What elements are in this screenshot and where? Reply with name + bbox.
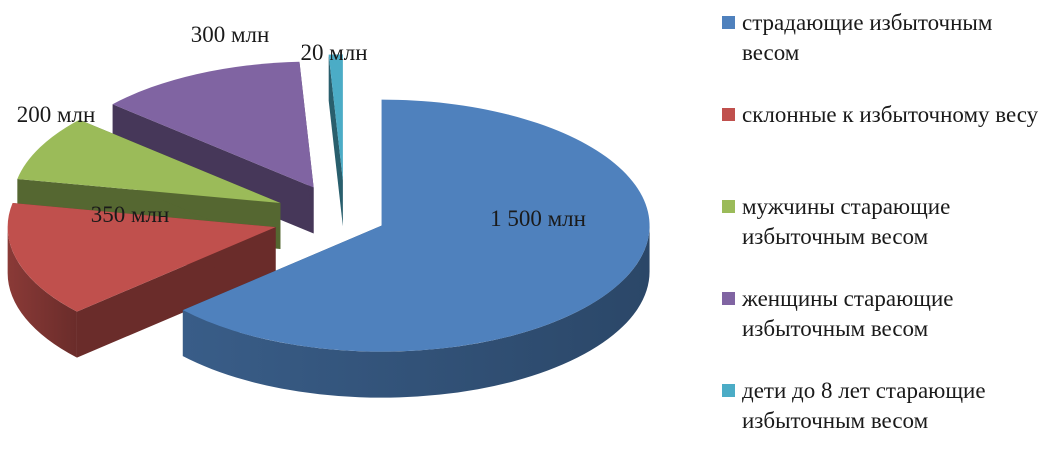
legend-label: дети до 8 лет старающие избыточным весом (742, 378, 986, 433)
pie-labels: 1 500 млн 350 млн 200 млн 300 млн 20 млн (17, 22, 586, 231)
legend-swatch (722, 200, 735, 213)
legend-item: страдающие избыточным весом (720, 8, 1050, 100)
pie-slice (182, 99, 650, 352)
pie-slice (17, 119, 281, 204)
data-label: 1 500 млн (490, 206, 586, 231)
legend-item: мужчины старающие избыточным весом (720, 192, 1050, 284)
pie-tops (7, 54, 650, 352)
pie-slice-side (7, 227, 77, 358)
legend-label: склонные к избыточному весу (742, 102, 1039, 127)
data-label: 300 млн (191, 22, 270, 47)
legend-item: женщины старающие избыточным весом (720, 284, 1050, 376)
chart-legend: страдающие избыточным весом склонные к и… (720, 8, 1050, 468)
data-label: 200 млн (17, 102, 96, 127)
legend-label: женщины старающие избыточным весом (742, 286, 954, 341)
pie-slice (112, 61, 314, 188)
pie-slice-wall (328, 54, 343, 227)
data-label: 350 млн (91, 202, 170, 227)
pie-slice-side (182, 225, 650, 398)
pie-slice (328, 54, 343, 181)
legend-item: дети до 8 лет старающие избыточным весом (720, 376, 1050, 468)
pie-slice (7, 203, 276, 312)
legend-swatch (722, 108, 735, 121)
legend-item: склонные к избыточному весу (720, 100, 1050, 192)
legend-label: мужчины старающие избыточным весом (742, 194, 951, 249)
legend-swatch (722, 292, 735, 305)
pie-chart: 1 500 млн 350 млн 200 млн 300 млн 20 млн (7, 22, 650, 398)
data-label: 20 млн (300, 40, 367, 65)
legend-label: страдающие избыточным весом (742, 10, 993, 65)
legend-swatch (722, 16, 735, 29)
pie-chart-plot: 1 500 млн 350 млн 200 млн 300 млн 20 млн (7, 22, 650, 398)
legend-swatch (722, 384, 735, 397)
